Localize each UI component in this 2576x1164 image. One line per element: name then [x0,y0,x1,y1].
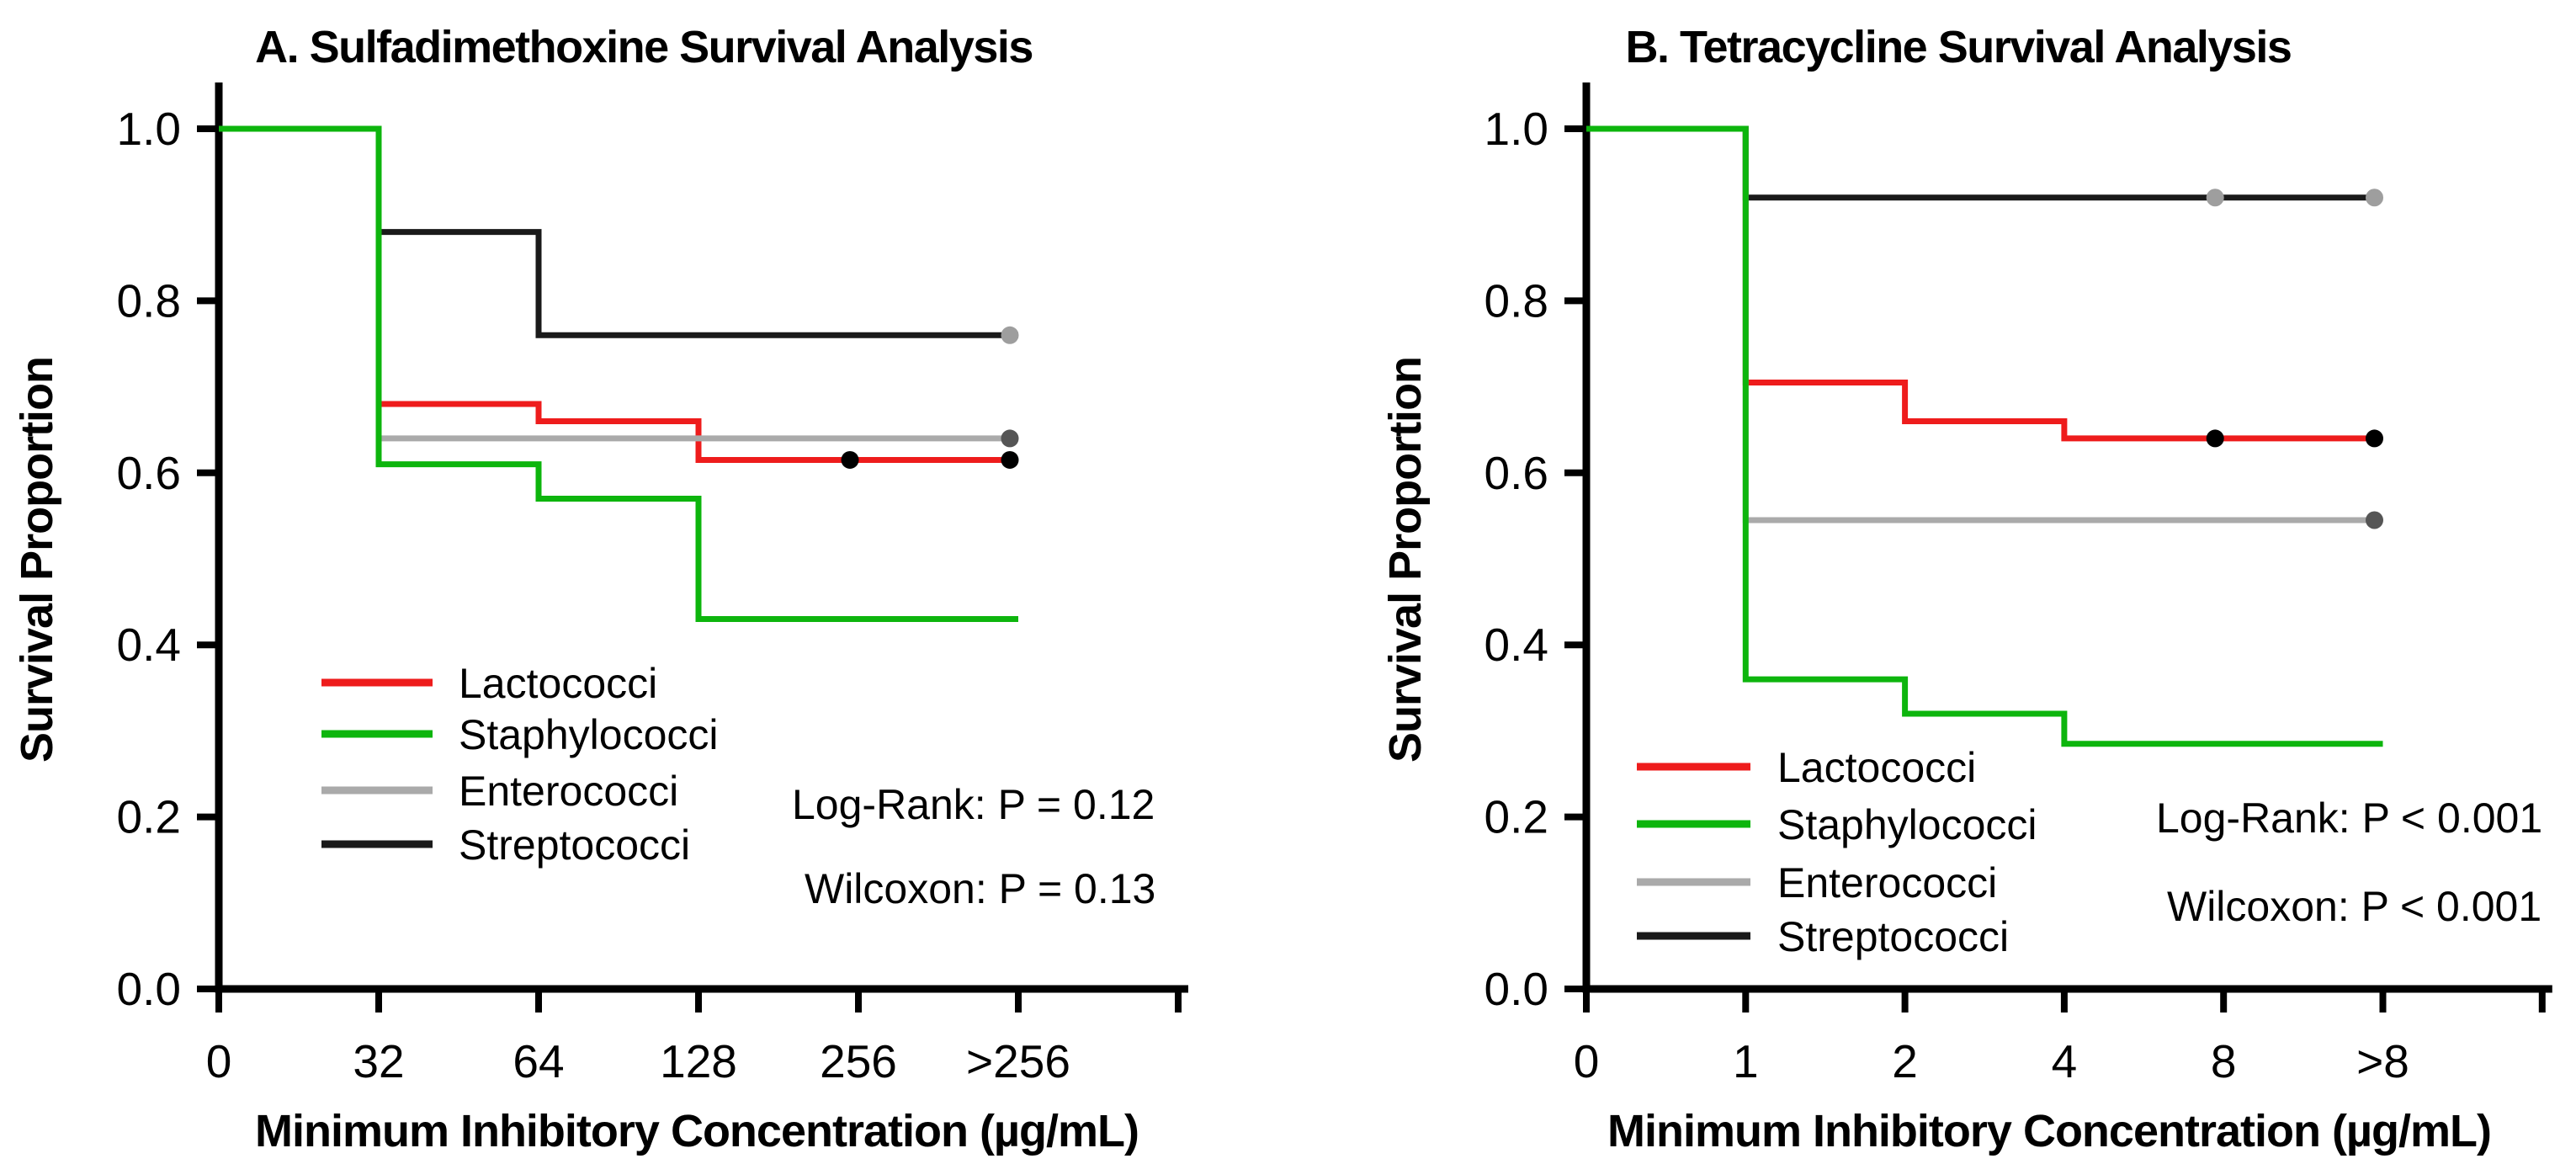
legend-label-staphylococci: Staphylococci [1777,801,2037,848]
survival-curve-staphylococci [1586,125,2383,747]
survival-curve-enterococci [219,125,1018,442]
x-tick-label: 0 [1574,1035,1600,1087]
censor-dot-lactococci [841,450,859,469]
survival-curve-staphylococci [219,125,1018,623]
legend-label-lactococci: Lactococci [459,660,657,707]
legend-label-lactococci: Lactococci [1777,744,1976,791]
wilcoxon-p-value: Wilcoxon: P < 0.001 [2167,883,2541,930]
tetracycline-survival-chart: B. Tetracycline Survival Analysis B. Tet… [1380,22,2552,1156]
survival-curve-lactococci [1586,125,2383,442]
y-tick-label: 0.4 [117,619,181,671]
x-tick-label: 256 [820,1035,897,1087]
censor-dot-lactococci [2366,429,2383,448]
legend-label-streptococci: Streptococci [459,821,690,869]
censor-dot-lactococci [1001,450,1019,469]
y-tick-label: 0.2 [1485,791,1548,843]
panel-b-tetracycline: B. Tetracycline Survival Analysis B. Tet… [1288,0,2575,1164]
panel-a-sulfadimethoxine: A. Sulfadimethoxine Survival Analysis A.… [12,22,1188,1156]
sulfadimethoxine-survival-chart: A. Sulfadimethoxine Survival Analysis A.… [12,22,1188,1156]
x-tick-label: >8 [2356,1035,2409,1087]
survival-curve-streptococci [219,125,1018,338]
y-tick-label: 0.8 [1485,274,1548,327]
y-axis-title: Survival Proportion [1380,357,1431,763]
y-tick-label: 0.0 [117,963,181,1015]
censor-dot-streptococci [2366,189,2383,207]
x-tick-label: 64 [513,1035,564,1087]
x-tick-label: 2 [1892,1035,1918,1087]
x-tick-label: 4 [2052,1035,2078,1087]
panel-title: A. Sulfadimethoxine Survival Analysis [255,22,1033,72]
legend-label-enterococci: Enterococci [459,768,678,815]
y-tick-label: 0.4 [1485,619,1548,671]
censor-dot-streptococci [1001,326,1019,344]
survival-curve-streptococci [1586,125,2383,201]
legend-label-staphylococci: Staphylococci [459,711,719,758]
censor-dot-lactococci [2206,429,2224,448]
x-tick-label: 1 [1733,1035,1759,1087]
y-tick-label: 0.6 [117,447,181,499]
y-tick-label: 0.0 [1485,963,1548,1015]
y-tick-label: 0.2 [117,791,181,843]
censor-dot-enterococci [2366,511,2383,529]
survival-curve-enterococci [1586,125,2383,524]
wilcoxon-p-value: Wilcoxon: P = 0.13 [805,865,1155,912]
legend-label-enterococci: Enterococci [1777,859,1997,906]
y-tick-label: 1.0 [117,103,181,155]
x-tick-label: 32 [353,1035,404,1087]
censor-dot-enterococci [1001,429,1019,448]
log-rank-p-value: Log-Rank: P = 0.12 [792,781,1155,828]
legend-label-streptococci: Streptococci [1777,913,2009,960]
y-tick-label: 1.0 [1485,103,1548,155]
x-tick-label: 0 [206,1035,232,1087]
censor-dot-streptococci [2206,189,2224,207]
log-rank-p-value: Log-Rank: P < 0.001 [2156,795,2542,842]
x-tick-label: >256 [966,1035,1070,1087]
x-tick-label: 128 [660,1035,737,1087]
x-axis-title: Minimum Inhibitory Concentration (µg/mL) [255,1106,1139,1156]
y-axis-title: Survival Proportion [12,357,62,763]
x-tick-label: 8 [2211,1035,2237,1087]
panel-title: B. Tetracycline Survival Analysis [1626,22,2292,72]
survival-curve-lactococci [219,125,1018,463]
y-tick-label: 0.6 [1485,447,1548,499]
x-axis-title: Minimum Inhibitory Concentration (µg/mL) [1607,1106,2491,1156]
y-tick-label: 0.8 [117,274,181,327]
